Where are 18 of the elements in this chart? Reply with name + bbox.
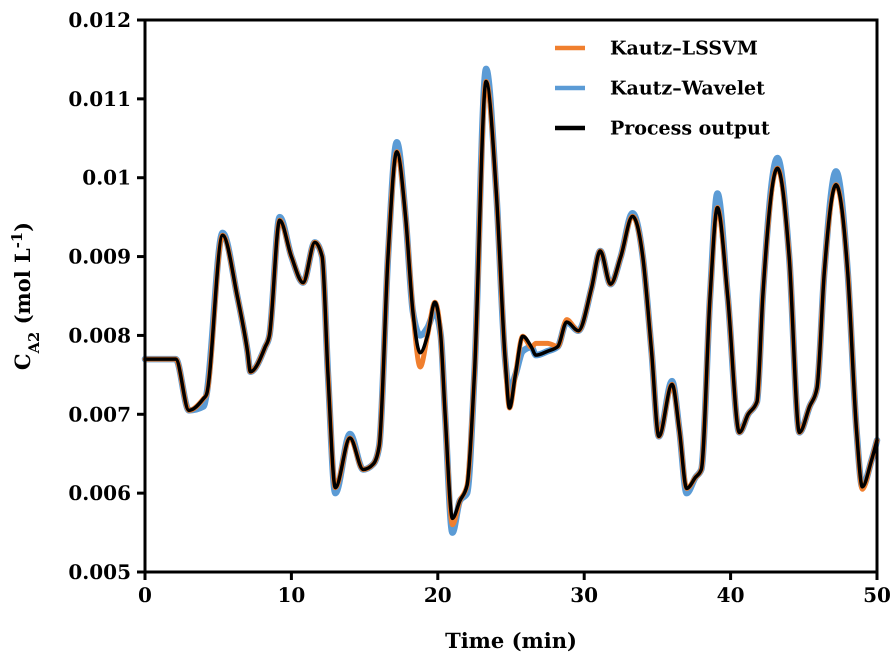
x-tick-label: 30: [570, 583, 598, 607]
y-tick-label: 0.008: [68, 323, 131, 348]
x-tick-label: 10: [277, 583, 306, 607]
y-tick-label: 0.01: [82, 166, 131, 190]
y-tick-label: 0.011: [68, 86, 131, 111]
x-axis-title: Time (min): [445, 628, 577, 653]
legend-label: Kautz–Wavelet: [610, 78, 766, 100]
x-tick-label: 50: [863, 583, 891, 607]
y-tick-label: 0.005: [68, 560, 131, 584]
legend-label: Process output: [610, 118, 770, 140]
legend-label: Kautz–LSSVM: [610, 38, 758, 60]
y-tick-label: 0.009: [68, 244, 131, 269]
x-tick-label: 40: [716, 583, 745, 607]
x-tick-label: 0: [138, 583, 152, 607]
y-tick-label: 0.012: [68, 8, 131, 32]
y-tick-label: 0.006: [68, 481, 131, 506]
x-tick-label: 20: [424, 583, 452, 607]
y-tick-label: 0.007: [68, 402, 131, 426]
